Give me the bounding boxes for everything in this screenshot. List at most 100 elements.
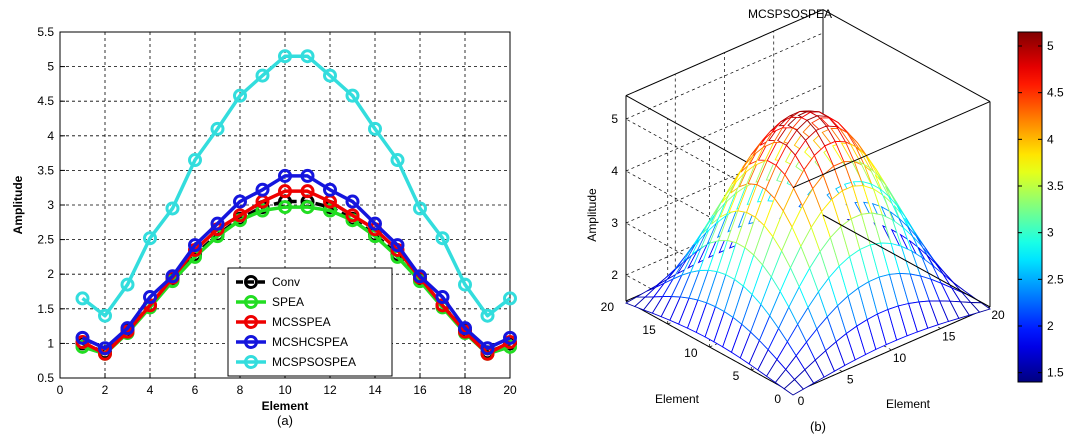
data-point [345,88,360,103]
colorbar: 1.5 2 2.5 3 3.5 4 4.5 5 [1017,31,1064,383]
data-point [503,291,517,306]
data-point [75,291,90,306]
data-point [480,308,495,323]
data-point [413,269,427,284]
data-point [278,200,292,215]
line-chart-a: 0 2 4 6 8 10 12 14 16 18 20 0.5 1 1.5 2 2.5 3 3.5 4 4.5 5 5.5… [11,25,517,428]
series-mcshcspea [75,168,517,356]
data-point [143,290,157,305]
series-mcspsospea [75,49,517,323]
data-point [98,341,112,356]
box-edge [792,101,991,189]
data-point [458,321,472,336]
data-point [300,184,315,199]
data-point [323,68,337,83]
data-point [458,277,472,292]
data-point [210,121,225,136]
data-point [435,231,450,246]
legend-marker [244,295,258,309]
tick-label-x3d: 20 [991,308,1005,322]
data-point [165,269,180,284]
data-point [300,200,315,215]
tick-label-y: 1 [47,336,54,350]
data-point [278,168,292,183]
data-point [435,290,450,305]
legend-entry-conv: Conv [272,275,300,289]
data-point [233,194,247,209]
data-point [390,238,405,253]
x-axis-label-3d: Element [655,392,700,406]
colorbar-tick-label: 1.5 [1047,366,1064,380]
data-point [300,49,315,64]
data-point [480,341,495,356]
y-axis-label-3d: Element [886,397,931,411]
tick-label-y: 0.5 [37,371,54,385]
colorbar-tick-label: 2 [1047,319,1054,333]
series-group [75,49,517,361]
legend-entry-mcsspea: MCSSPEA [272,315,331,329]
data-point [188,238,202,253]
colorbar-tick-label: 5 [1047,39,1054,53]
data-point [278,49,292,64]
colorbar-tick-label: 4.5 [1047,86,1064,100]
colorbar-tick-label: 4 [1047,132,1054,146]
tick-label-z3d: 2 [611,268,618,282]
data-point [278,184,292,199]
legend: Conv SPEA MCSSPEA MCSHCSPEA MCSPSOSPEA [227,267,393,377]
tick-label-y: 3 [47,198,54,212]
tick-label-x: 12 [323,383,337,397]
data-point [255,203,270,218]
data-point [390,153,405,168]
legend-marker [244,355,258,369]
surface-cell [969,302,992,313]
axis-ticks-3d: 0 5 10 15 20 0 5 10 15 20 2 3 4 5 [601,112,1005,408]
tick-label-x3d: 10 [893,351,907,365]
tick-label-z3d: 4 [611,164,618,178]
data-point [210,216,225,231]
data-point [233,88,247,103]
z-axis-label: Amplitude [585,188,599,242]
box-edge [625,9,824,97]
tick-label-y: 5 [47,60,54,74]
y-axis-label: Amplitude [11,175,25,234]
box-edge [822,9,991,103]
caption-a: (a) [277,413,293,428]
tick-label-y3d: 0 [774,392,781,406]
data-point [75,330,90,345]
box-edge [792,306,991,394]
data-point [233,208,247,223]
tick-label-z3d: 3 [611,216,618,230]
tick-label-x3d: 0 [798,394,805,408]
legend-marker [244,275,258,289]
data-point [188,153,202,168]
tick-label-y: 2 [47,267,54,281]
tick-label-x: 16 [413,383,427,397]
legend-entry-spea: SPEA [272,295,304,309]
colorbar-tick-label: 2.5 [1047,272,1064,286]
data-point [255,182,270,197]
tick-label-y3d: 20 [601,300,615,314]
legend-entry-mcshcspea: MCSHCSPEA [272,335,348,349]
data-point [255,68,270,83]
data-point [503,330,517,345]
chart-title: MCSPSOSPEA [748,7,832,21]
colorbar-tick-label: 3 [1047,226,1054,240]
tick-label-x: 20 [503,383,517,397]
tick-label-x: 0 [57,383,64,397]
legend-marker [244,335,258,349]
tick-label-y: 1.5 [37,302,54,316]
data-point [413,201,427,216]
tick-label-y: 4 [47,129,54,143]
tick-label-x3d: 5 [847,373,854,387]
tick-label-y: 3.5 [37,163,54,177]
caption-b: (b) [810,419,826,434]
tick-label-y3d: 10 [684,346,698,360]
data-point [120,321,135,336]
data-point [345,208,360,223]
tick-label-y3d: 15 [642,323,656,337]
legend-entry-mcspsospea: MCSPSOSPEA [272,355,356,369]
data-point [323,203,337,218]
tick-label-y3d: 5 [733,369,740,383]
surface-mesh [624,110,992,396]
data-point [98,308,112,323]
